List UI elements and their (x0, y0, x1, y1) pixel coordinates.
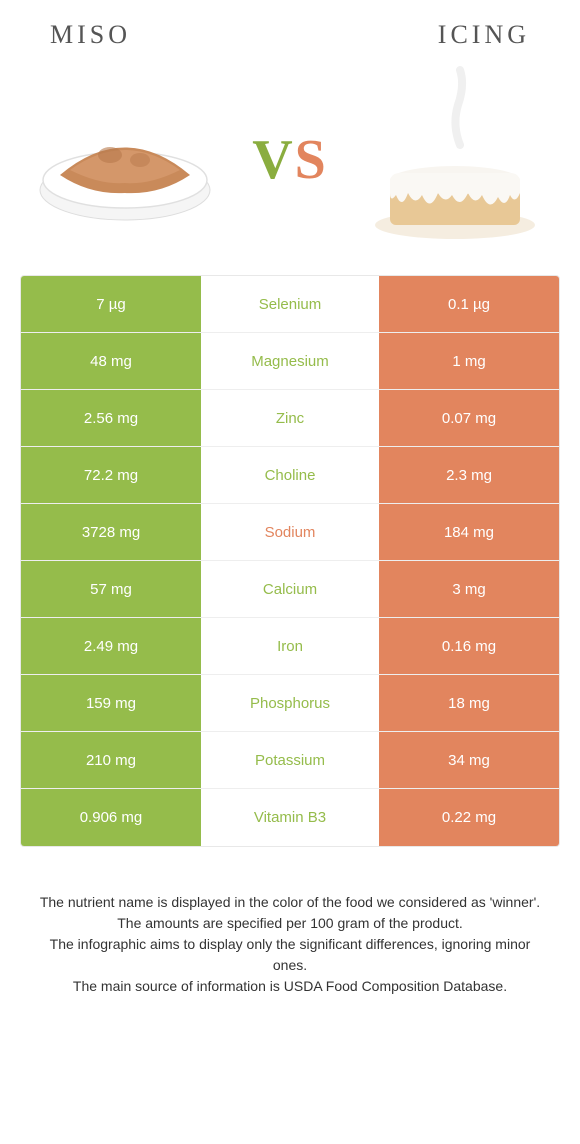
table-row: 3728 mgSodium184 mg (21, 504, 559, 561)
header-row: MISO ICING (20, 20, 560, 50)
nutrient-name-cell: Vitamin B3 (201, 789, 379, 846)
table-row: 72.2 mgCholine2.3 mg (21, 447, 559, 504)
right-value-cell: 0.07 mg (379, 390, 559, 446)
images-row: VS (20, 65, 560, 255)
right-value-cell: 34 mg (379, 732, 559, 788)
right-value-cell: 184 mg (379, 504, 559, 560)
table-row: 159 mgPhosphorus18 mg (21, 675, 559, 732)
nutrient-name-cell: Choline (201, 447, 379, 503)
nutrient-name-cell: Magnesium (201, 333, 379, 389)
left-value-cell: 159 mg (21, 675, 201, 731)
nutrient-name-cell: Potassium (201, 732, 379, 788)
food-right-title: ICING (438, 20, 530, 50)
food-right-image (360, 65, 550, 255)
left-value-cell: 210 mg (21, 732, 201, 788)
left-value-cell: 2.56 mg (21, 390, 201, 446)
left-value-cell: 48 mg (21, 333, 201, 389)
table-row: 7 µgSelenium0.1 µg (21, 276, 559, 333)
nutrient-name-cell: Selenium (201, 276, 379, 332)
right-value-cell: 0.22 mg (379, 789, 559, 846)
left-value-cell: 3728 mg (21, 504, 201, 560)
vs-s-letter: S (295, 129, 328, 191)
nutrient-table: 7 µgSelenium0.1 µg48 mgMagnesium1 mg2.56… (20, 275, 560, 847)
nutrient-name-cell: Phosphorus (201, 675, 379, 731)
footer-text: The nutrient name is displayed in the co… (20, 892, 560, 1017)
nutrient-name-cell: Iron (201, 618, 379, 674)
right-value-cell: 0.1 µg (379, 276, 559, 332)
nutrient-name-cell: Sodium (201, 504, 379, 560)
right-value-cell: 1 mg (379, 333, 559, 389)
left-value-cell: 2.49 mg (21, 618, 201, 674)
table-row: 0.906 mgVitamin B30.22 mg (21, 789, 559, 846)
right-value-cell: 18 mg (379, 675, 559, 731)
footer-line-2: The amounts are specified per 100 gram o… (35, 913, 545, 934)
food-left-image (30, 65, 220, 255)
right-value-cell: 3 mg (379, 561, 559, 617)
table-row: 210 mgPotassium34 mg (21, 732, 559, 789)
left-value-cell: 7 µg (21, 276, 201, 332)
footer-line-1: The nutrient name is displayed in the co… (35, 892, 545, 913)
left-value-cell: 72.2 mg (21, 447, 201, 503)
right-value-cell: 2.3 mg (379, 447, 559, 503)
left-value-cell: 0.906 mg (21, 789, 201, 846)
nutrient-name-cell: Calcium (201, 561, 379, 617)
table-row: 2.56 mgZinc0.07 mg (21, 390, 559, 447)
right-value-cell: 0.16 mg (379, 618, 559, 674)
table-row: 57 mgCalcium3 mg (21, 561, 559, 618)
vs-label: VS (252, 128, 328, 192)
table-row: 48 mgMagnesium1 mg (21, 333, 559, 390)
infographic-container: MISO ICING VS 7 µgSe (0, 0, 580, 1017)
footer-line-3: The infographic aims to display only the… (35, 934, 545, 976)
nutrient-name-cell: Zinc (201, 390, 379, 446)
food-left-title: MISO (50, 20, 131, 50)
vs-v-letter: V (252, 129, 294, 191)
left-value-cell: 57 mg (21, 561, 201, 617)
footer-line-4: The main source of information is USDA F… (35, 976, 545, 997)
table-row: 2.49 mgIron0.16 mg (21, 618, 559, 675)
